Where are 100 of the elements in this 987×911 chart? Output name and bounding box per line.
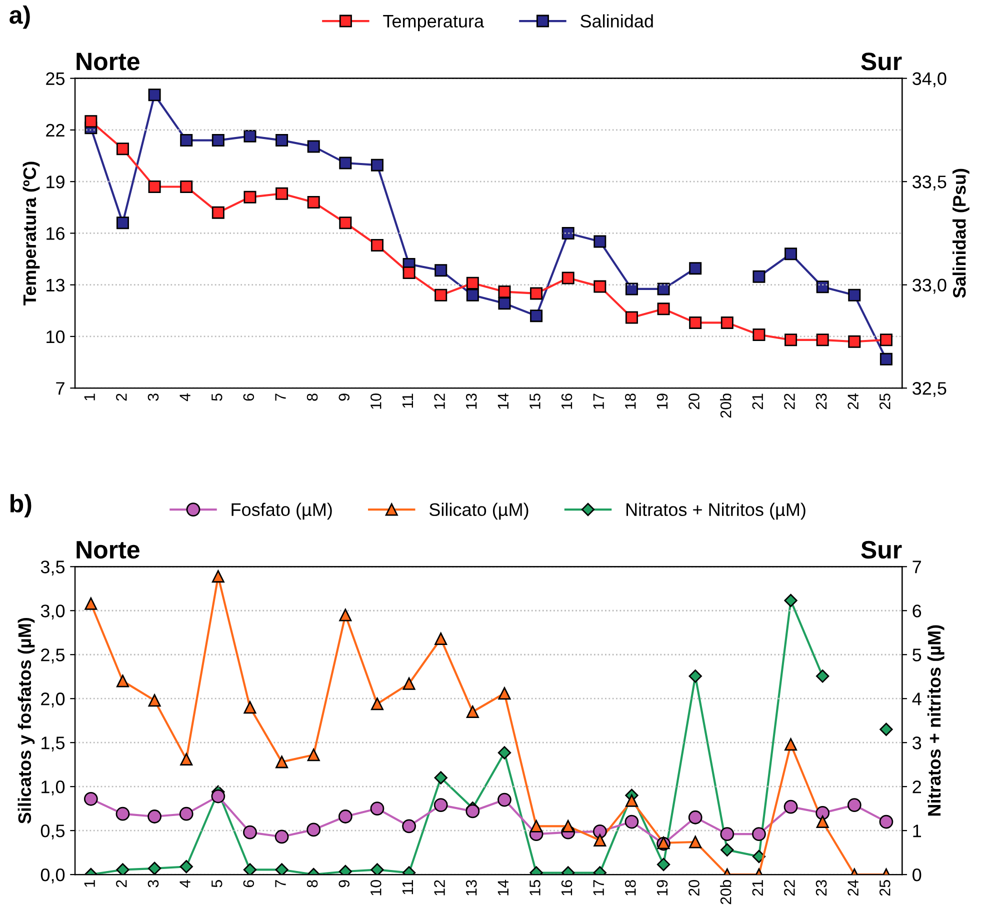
legend-label: Temperatura [383,14,484,32]
x-tick-label: 3 [148,880,159,888]
point [562,226,574,240]
point [434,264,448,277]
x-tick-label: 19 [656,394,668,409]
x-tick-label: 19 [656,880,668,896]
y-tick-label: 3,5 [40,560,65,576]
point [370,698,384,710]
point [498,687,511,700]
y-tick-label: 2,0 [41,692,65,708]
point [179,806,194,821]
point [594,834,606,846]
point [498,746,512,760]
point [594,235,606,248]
x-tick-label: 4 [180,880,190,888]
point [880,334,892,346]
y2-tick-label: 34,0 [912,72,946,88]
x-tick-label: 21 [752,880,763,896]
point [84,115,98,128]
x-tick-label: 24 [848,393,858,410]
point [180,860,193,874]
y-axis-title: Silicatos y fosfatos (µM) [18,618,35,824]
y2-tick-label: 7 [912,560,921,574]
point [307,140,320,153]
point [148,810,162,824]
y-tick-label: 1,5 [42,736,65,752]
point [276,187,288,200]
point [720,827,734,842]
text: b) [10,494,32,518]
point [466,804,480,818]
point [434,632,448,646]
text: Sur [861,52,902,70]
point [688,810,702,824]
x-tick-label: 20 [688,394,700,410]
point [466,706,479,718]
x-tick-label: 20b [720,880,732,904]
point [784,738,798,751]
point [370,863,384,875]
point [276,134,288,147]
point [752,328,766,341]
point [689,316,702,329]
point [402,266,416,280]
x-tick-label: 10 [370,880,382,896]
x-tick-label: 2 [116,394,127,401]
point [212,570,224,583]
y2-tick-label: 0 [912,868,922,882]
x-tick-label: 3 [148,394,159,401]
y-tick-label: 10 [46,330,65,344]
x-tick-label: 16 [561,880,572,896]
x-tick-label: 16 [561,394,572,409]
point [816,334,829,346]
point [530,820,543,832]
point [116,674,129,688]
x-tick-label: 20 [688,880,700,896]
point [594,280,606,293]
point [338,810,352,824]
point [211,789,226,804]
y-tick-label: 25 [46,72,65,86]
point [84,792,98,806]
point [275,863,288,875]
point [276,756,288,768]
point [784,248,798,260]
x-tick-label: 9 [338,394,350,401]
y-tick-label: 22 [46,124,64,137]
y2-axis-title: Salinidad (Psu) [952,168,970,298]
point [148,862,162,875]
x-tick-label: 6 [243,394,254,401]
point [656,858,670,872]
x-tick-label: 22 [784,880,795,896]
point [116,806,130,821]
point [657,282,670,296]
legend-label: Salinidad [580,14,653,28]
y2-tick-label: 4 [912,692,922,706]
point [466,288,479,302]
point [720,316,734,329]
point [180,180,193,194]
legend-label: Nitratos + Nitritos (µM) [626,502,806,520]
point [116,863,130,875]
point [116,216,129,230]
x-tick-label: 15 [530,880,540,896]
y2-tick-label: 33,5 [912,176,946,190]
point [116,142,129,156]
point [816,806,830,820]
x-tick-label: 17 [593,880,604,896]
x-tick-label: 8 [306,394,318,401]
point [689,836,702,848]
x-tick-label: 12 [434,394,445,409]
x-tick-label: 25 [879,880,890,896]
x-tick-label: 15 [530,394,540,409]
point [498,297,511,310]
x-tick-label: 5 [212,880,222,888]
y2-tick-label: 33,0 [912,278,946,294]
point [657,302,670,316]
y-tick-label: 13 [46,278,64,292]
x-tick-label: 23 [816,880,827,896]
y2-axis-title: Nitratos + nitritos (µM) [927,625,944,816]
x-tick-label: 18 [625,394,636,409]
point [848,335,861,348]
point [148,694,161,707]
point [562,272,574,284]
